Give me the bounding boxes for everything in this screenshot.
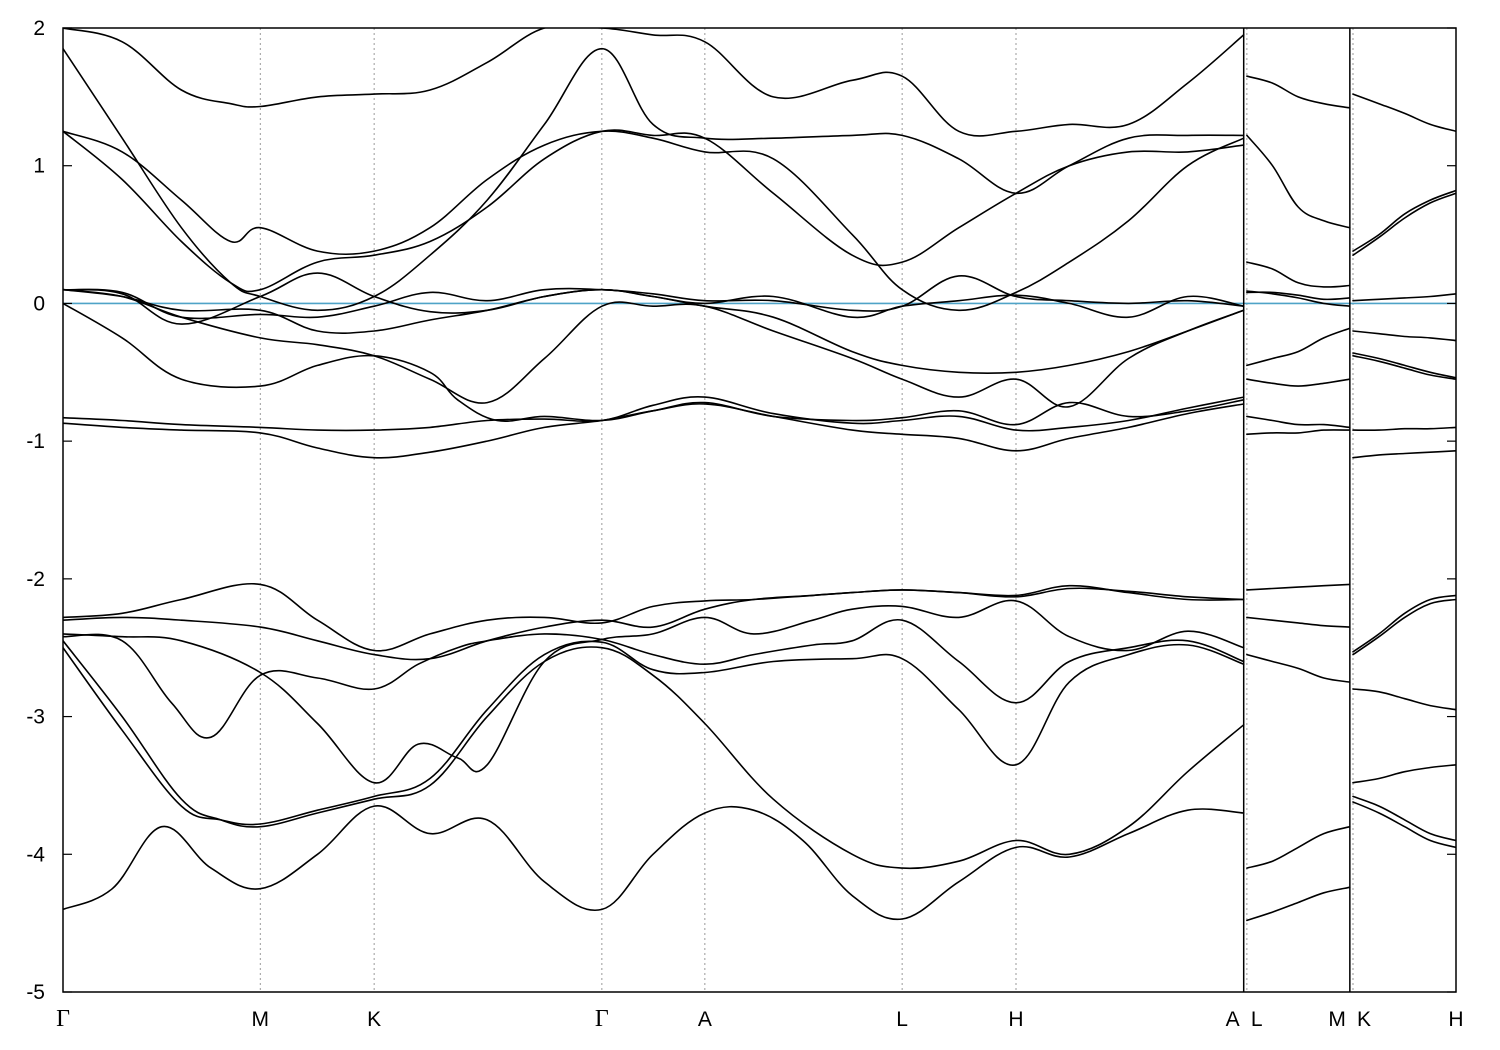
band-line [1352,450,1456,459]
band-line [1246,378,1351,387]
band-line [1352,355,1456,380]
band-line [63,302,1245,426]
band-line [63,288,1245,408]
band-line [63,47,1245,312]
band-line [63,130,1245,312]
band-line [1246,134,1351,229]
band-line [1352,93,1456,133]
band-line [63,640,1245,870]
band-line [1246,290,1351,307]
band-line [1246,583,1351,591]
band-line [63,805,1245,921]
band-line [63,275,1245,320]
band-line [63,599,1245,784]
band-line [1246,75,1351,109]
band-line [1352,801,1456,849]
band-line [1352,795,1456,842]
y-tick-label: -1 [26,430,45,453]
y-tick-label: -4 [26,843,45,866]
kpoint-label: A [698,1008,712,1031]
plot-frame [62,27,1457,993]
band-line [63,129,1245,293]
band-line [63,272,1245,325]
kpoint-label: K [367,1008,381,1031]
y-tick-label: 0 [33,292,45,315]
band-line [1352,426,1456,432]
band-line [63,396,1245,432]
y-tick-label: -2 [26,568,45,591]
y-tick-label: 1 [33,155,45,178]
kpoint-label: K [1357,1008,1371,1031]
kpoint-label: Γ [56,1006,70,1032]
band-line [1352,330,1456,342]
kpoint-label: H [1448,1008,1463,1031]
band-line [1246,616,1351,628]
y-axis: -5 -4 -3 -2 -1 0 1 2 [26,17,1456,1004]
kpoint-label: M [1328,1008,1346,1031]
band-line [63,619,1245,739]
band-line [63,640,1245,826]
band-line [1246,327,1351,367]
band-line [63,582,1245,652]
band-line [63,584,1245,661]
kpoint-label: Γ [595,1006,609,1032]
kpoint-label: H [1008,1008,1023,1031]
band-line [1352,189,1456,252]
band-line [63,403,1245,459]
kpoint-gridlines [259,28,1354,992]
band-line [1352,594,1456,653]
band-line [1352,764,1456,784]
plot-border [62,27,1457,993]
y-tick-label: 2 [33,17,45,40]
band-line [1246,825,1351,869]
band-line [1352,598,1456,656]
y-tick-label: -5 [26,981,45,1004]
band-line [1246,653,1351,683]
band-line [1352,293,1456,302]
band-line [1352,352,1456,379]
band-lines [63,28,1456,922]
kpoint-label: A [1226,1008,1240,1031]
band-line [1352,192,1456,256]
band-line [1352,688,1456,711]
y-tick-label: -3 [26,706,45,729]
band-line [1246,429,1351,436]
band-line [1246,261,1351,288]
band-line [1246,886,1351,922]
kpoint-label: L [1251,1008,1263,1031]
band-line [63,28,1245,137]
kpoint-label: L [896,1008,908,1031]
kpoint-label: M [252,1008,270,1031]
band-line [1246,415,1351,429]
